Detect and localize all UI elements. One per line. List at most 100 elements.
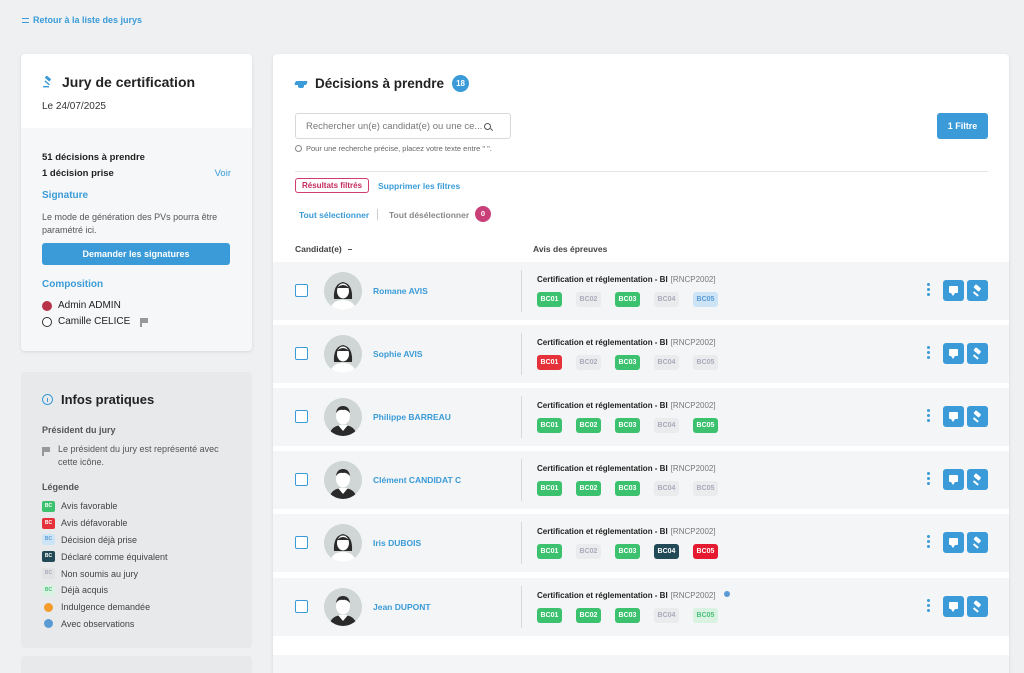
legend-item: BC Déjà acquis	[42, 582, 231, 599]
row-checkbox[interactable]	[295, 600, 308, 613]
search-icon[interactable]	[484, 122, 491, 130]
bc-list: BC01 BC02 BC03 BC04 BC05	[537, 481, 718, 496]
filtered-results-chip: Résultats filtrés	[295, 178, 370, 193]
candidate-name-link[interactable]: Sophie AVIS	[373, 349, 423, 359]
president-text: Le président du jury est représenté avec…	[58, 444, 219, 467]
candidate-name-link[interactable]: Jean DUPONT	[373, 602, 431, 612]
table-row: Sophie AVIS Certification et réglementati…	[273, 325, 1009, 383]
comment-button[interactable]	[943, 469, 964, 490]
filter-button[interactable]: 1 Filtre	[937, 113, 988, 139]
legend-item: BC Avis défavorable	[42, 515, 231, 532]
bc-badge: BC03	[615, 355, 640, 370]
signature-title: Signature	[42, 190, 89, 201]
more-options-icon[interactable]	[927, 599, 931, 613]
graduation-cap-icon	[295, 80, 307, 88]
row-checkbox[interactable]	[295, 536, 308, 549]
decide-button[interactable]	[967, 406, 988, 427]
bc-badge: BC04	[654, 292, 679, 307]
comment-button[interactable]	[943, 532, 964, 553]
avatar	[324, 335, 362, 373]
certification-title: Certification et réglementation - BI	[537, 275, 668, 284]
legend-dot-icon	[44, 619, 53, 629]
decisions-panel: Décisions à prendre 18 Pour une recherch…	[273, 54, 1009, 673]
flag-icon	[42, 447, 50, 456]
table-row: Iris DUBOIS Certification et réglementati…	[273, 514, 1009, 572]
table-row: Romane AVIS Certification et réglementati…	[273, 262, 1009, 320]
row-checkbox[interactable]	[295, 410, 308, 423]
legend-label: Décision déjà prise	[61, 534, 138, 545]
gavel-icon	[972, 348, 983, 359]
search-input[interactable]	[306, 120, 484, 132]
table-row: Clément CANDIDAT C Certification et régle…	[273, 451, 1009, 509]
chat-icon	[949, 602, 958, 612]
decide-button[interactable]	[967, 343, 988, 364]
infos-card: Infos pratiques Président du jury Le pré…	[21, 372, 252, 648]
jury-card: Jury de certification Le 24/07/2025 51 d…	[21, 54, 252, 351]
divider	[521, 333, 522, 375]
row-checkbox[interactable]	[295, 347, 308, 360]
more-options-icon[interactable]	[927, 535, 931, 549]
bc-badge: BC02	[576, 481, 601, 496]
bc-badge: BC03	[615, 292, 640, 307]
decide-button[interactable]	[967, 596, 988, 617]
table-row: Philippe BARREAU Certification et régleme…	[273, 388, 1009, 446]
decide-button[interactable]	[967, 469, 988, 490]
certification-label: Certification et réglementation - BI [RNC…	[537, 275, 716, 284]
composition-title: Composition	[42, 279, 104, 290]
more-options-icon[interactable]	[927, 409, 931, 423]
legend-label: Indulgence demandée	[61, 602, 151, 613]
decide-button[interactable]	[967, 532, 988, 553]
more-options-icon[interactable]	[927, 346, 931, 360]
row-checkbox[interactable]	[295, 473, 308, 486]
back-link[interactable]: Retour à la liste des jurys	[22, 15, 142, 25]
comment-button[interactable]	[943, 343, 964, 364]
more-options-icon[interactable]	[927, 472, 931, 486]
more-options-icon[interactable]	[927, 283, 931, 297]
separator	[377, 209, 378, 220]
comment-button[interactable]	[943, 596, 964, 617]
column-header-avis: Avis des épreuves	[533, 244, 608, 254]
bc-badge: BC04	[654, 608, 679, 623]
request-signatures-button[interactable]: Demander les signatures	[42, 243, 230, 265]
bc-badge: BC04	[654, 544, 679, 559]
voir-link[interactable]: Voir	[214, 168, 231, 179]
bc-list: BC01 BC02 BC03 BC04 BC05	[537, 418, 718, 433]
row-checkbox[interactable]	[295, 284, 308, 297]
comment-button[interactable]	[943, 406, 964, 427]
candidate-name-link[interactable]: Romane AVIS	[373, 286, 428, 296]
candidate-name-link[interactable]: Philippe BARREAU	[373, 412, 451, 422]
signature-text: Le mode de génération des PVs pourra êtr…	[42, 212, 218, 235]
column-header-candidate[interactable]: Candidat(e)	[295, 244, 352, 254]
avatar	[324, 524, 362, 562]
bc-badge: BC01	[537, 544, 562, 559]
legend-label: Avis défavorable	[61, 518, 128, 529]
legend-list: BC Avis favorable BC Avis défavorable BC Déci…	[42, 498, 231, 632]
candidate-name-link[interactable]: Iris DUBOIS	[373, 538, 422, 548]
certification-label: Certification et réglementation - BI [RNC…	[537, 464, 716, 473]
list-icon	[22, 17, 29, 23]
bc-badge: BC05	[693, 292, 718, 307]
comment-button[interactable]	[943, 280, 964, 301]
deselect-all-link[interactable]: Tout désélectionner	[389, 210, 470, 220]
legend-item: Indulgence demandée	[42, 599, 231, 616]
certification-title: Certification et réglementation - BI	[537, 338, 668, 347]
bc-badge: BC02	[576, 608, 601, 623]
decide-button[interactable]	[967, 280, 988, 301]
candidate-name-link[interactable]: Clément CANDIDAT C	[373, 475, 462, 485]
jury-date: Le 24/07/2025	[42, 101, 106, 112]
back-link-label: Retour à la liste des jurys	[33, 15, 143, 25]
select-all-link[interactable]: Tout sélectionner	[299, 210, 370, 220]
search-hint: Pour une recherche précise, placez votre…	[295, 144, 492, 153]
bc-badge: BC02	[576, 355, 601, 370]
bc-badge: BC03	[615, 544, 640, 559]
certification-code: [RNCP2002]	[670, 464, 716, 473]
divider	[521, 396, 522, 438]
clear-filters-link[interactable]: Supprimer les filtres	[378, 181, 461, 191]
bc-badge: BC05	[693, 608, 718, 623]
bc-list: BC01 BC02 BC03 BC04 BC05	[537, 608, 718, 623]
divider	[521, 459, 522, 501]
page-title: Décisions à prendre	[315, 76, 445, 91]
certification-code: [RNCP2002]	[670, 401, 716, 410]
legend-title: Légende	[42, 482, 80, 492]
sort-icon[interactable]	[347, 249, 352, 251]
